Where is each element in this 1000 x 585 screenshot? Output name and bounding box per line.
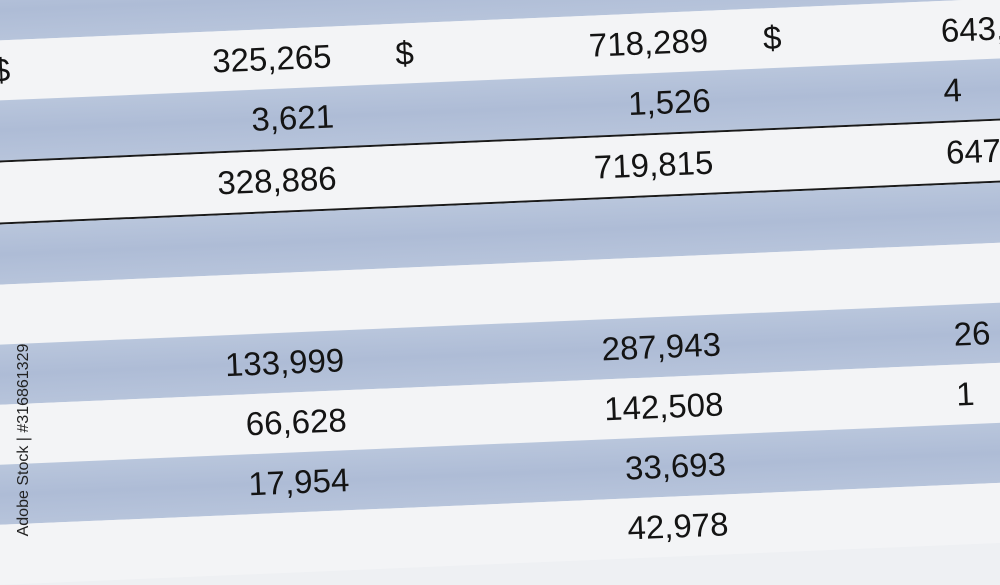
total-cell: 647 <box>945 131 1000 171</box>
value-cell: 17,954 <box>247 461 350 503</box>
total-cell: 328,886 <box>216 159 338 202</box>
watermark: Adobe Stock | #316861329 <box>4 330 44 550</box>
value-cell: 718,289 <box>588 21 709 64</box>
watermark-text: Adobe Stock | #316861329 <box>15 343 32 537</box>
value-cell: 66,628 <box>245 401 348 443</box>
currency-symbol: $ <box>0 50 11 89</box>
value-cell: 287,943 <box>600 325 722 368</box>
value-cell: 142,508 <box>603 385 725 428</box>
currency-symbol: $ <box>762 18 783 57</box>
value-cell: 26 <box>952 314 992 353</box>
value-cell: 3,621 <box>250 97 335 138</box>
value-cell: 1 <box>955 374 976 413</box>
total-cell: 719,815 <box>593 143 714 186</box>
value-cell: 133,999 <box>224 341 345 384</box>
value-cell: 1,526 <box>627 81 712 123</box>
value-cell: 42,978 <box>626 505 730 547</box>
value-cell: 325,265 <box>211 37 333 80</box>
value-cell: 4 <box>942 71 963 109</box>
value-cell: 643, <box>940 9 1000 49</box>
currency-symbol: $ <box>394 34 415 72</box>
value-cell: 33,693 <box>624 445 727 487</box>
